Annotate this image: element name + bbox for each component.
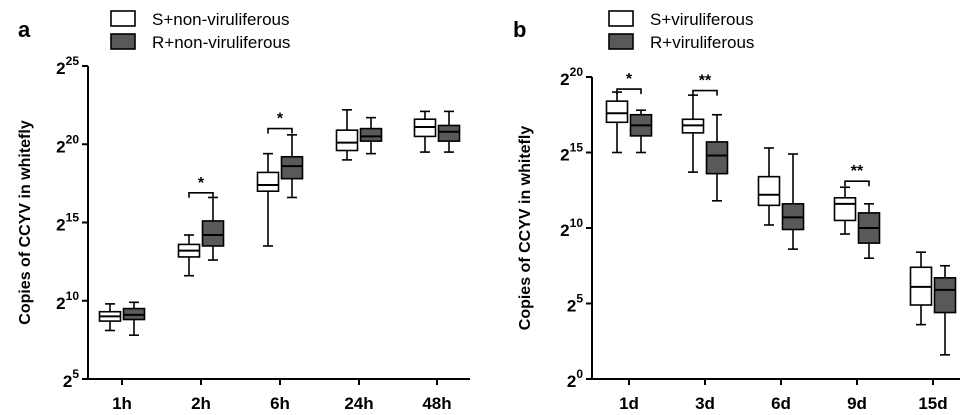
box-iqr xyxy=(359,127,383,142)
y-tick-label: 25 xyxy=(63,367,79,391)
box-s-1h xyxy=(98,303,122,332)
y-tick-label: 225 xyxy=(56,54,79,78)
box-s-1d xyxy=(605,91,629,154)
box-iqr xyxy=(335,129,359,152)
panel-label: a xyxy=(18,17,31,42)
x-tick-label: 1d xyxy=(619,394,639,413)
legend-swatch xyxy=(608,10,634,27)
y-axis-title: Copies of CCYV in whitefly xyxy=(17,120,34,325)
box-r-48h xyxy=(437,110,461,153)
box-iqr xyxy=(437,124,461,142)
box-r-1d xyxy=(629,109,653,154)
legend-swatch xyxy=(608,33,634,50)
box-s-3d xyxy=(681,94,705,173)
box-s-9d xyxy=(833,186,857,235)
legend-label: R+non-viruliferous xyxy=(152,33,290,52)
box-r-1h xyxy=(122,301,146,336)
y-tick-label: 25 xyxy=(567,292,583,316)
box-s-48h xyxy=(413,110,437,153)
significance-bracket xyxy=(844,180,870,187)
x-tick-label: 9d xyxy=(847,394,867,413)
x-tick-label: 48h xyxy=(422,394,451,413)
legend-label: R+viruliferous xyxy=(650,33,754,52)
box-r-24h xyxy=(359,116,383,155)
box-iqr xyxy=(705,141,729,175)
y-tick-label: 220 xyxy=(56,132,79,156)
y-axis-title: Copies of CCYV in whitefly xyxy=(517,126,534,331)
y-tick-label: 215 xyxy=(56,211,79,235)
box-r-6d xyxy=(781,153,805,250)
significance-bracket xyxy=(692,89,718,96)
box-r-3d xyxy=(705,113,729,202)
legend-swatch xyxy=(110,33,136,50)
panel-a: a 25 210 215 220 225 Copies of CCYV in whitefl… xyxy=(17,10,470,413)
y-tick-label: 210 xyxy=(56,289,79,313)
box-s-6d xyxy=(757,147,781,226)
box-s-15d xyxy=(909,251,933,326)
x-tick-label: 6h xyxy=(270,394,290,413)
y-tick-label: 215 xyxy=(560,141,583,165)
box-iqr xyxy=(280,155,304,180)
box-iqr xyxy=(933,277,957,314)
y-tick-label: 20 xyxy=(567,367,583,391)
box-iqr xyxy=(757,175,781,207)
box-iqr xyxy=(833,197,857,222)
panel-label: b xyxy=(513,17,526,42)
significance-bracket xyxy=(188,191,214,198)
panel-b: b 20 25 210 215 220 Copies of CCYV in whitefly… xyxy=(513,10,960,413)
box-r-9d xyxy=(857,203,881,260)
significance-mark: * xyxy=(198,175,205,192)
box-r-2h xyxy=(201,196,225,261)
box-r-15d xyxy=(933,264,957,356)
x-tick-label: 15d xyxy=(918,394,947,413)
box-r-6h xyxy=(280,134,304,199)
box-iqr xyxy=(605,100,629,124)
x-tick-label: 3d xyxy=(695,394,715,413)
legend-label: S+non-viruliferous xyxy=(152,10,290,29)
y-tick-label: 210 xyxy=(560,216,583,240)
x-tick-label: 24h xyxy=(344,394,373,413)
significance-bracket xyxy=(267,127,293,134)
box-s-6h xyxy=(256,152,280,247)
box-s-24h xyxy=(335,109,359,161)
legend-swatch xyxy=(110,10,136,27)
significance-mark: * xyxy=(277,111,284,128)
box-s-2h xyxy=(177,234,201,277)
y-tick-label: 220 xyxy=(560,65,583,89)
significance-mark: ** xyxy=(851,163,864,180)
box-iqr xyxy=(256,171,280,192)
significance-mark: * xyxy=(626,71,633,88)
significance-mark: ** xyxy=(699,73,712,90)
box-iqr xyxy=(201,220,225,247)
x-tick-label: 6d xyxy=(771,394,791,413)
x-tick-label: 1h xyxy=(112,394,132,413)
significance-bracket xyxy=(616,88,642,95)
legend-label: S+viruliferous xyxy=(650,10,753,29)
x-tick-label: 2h xyxy=(191,394,211,413)
